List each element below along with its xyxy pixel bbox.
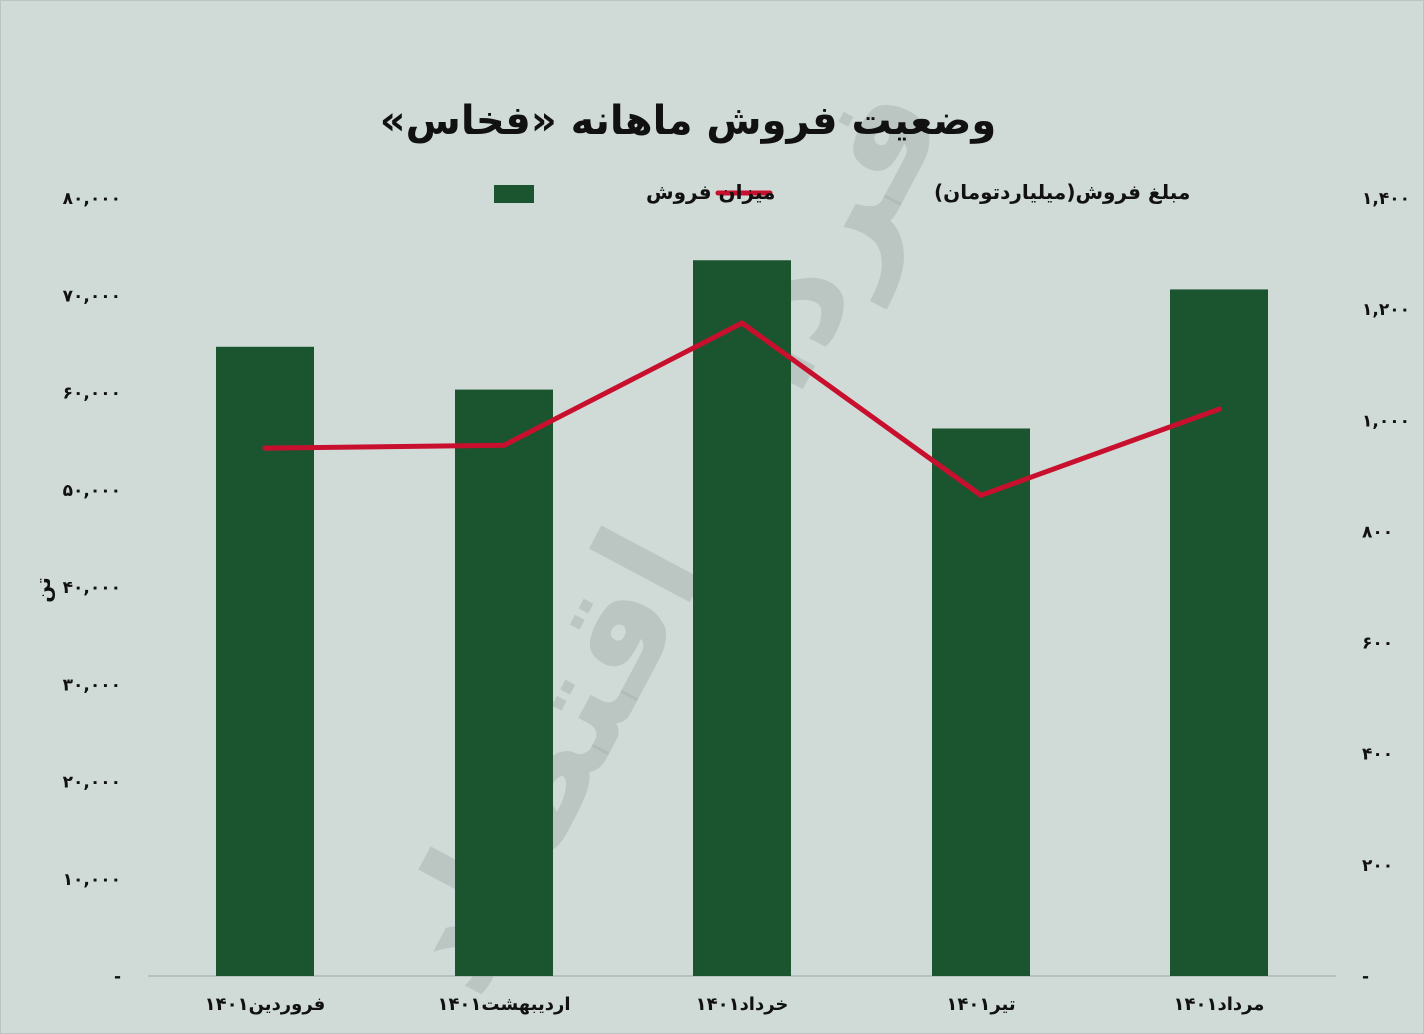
left-tick-label: ۱۰,۰۰۰ <box>63 870 121 890</box>
right-axis: - ۲۰۰ ۴۰۰ ۶۰۰ ۸۰۰ ۱,۰۰۰ ۱,۲۰۰ ۱,۴۰۰ <box>1362 189 1410 987</box>
line-point <box>739 320 745 326</box>
bar <box>932 428 1030 976</box>
left-tick-label: ۶۰,۰۰۰ <box>63 384 121 404</box>
legend: مبلغ فروش(میلیاردتومان) میزان فروش <box>494 180 1190 204</box>
left-tick-label: ۵۰,۰۰۰ <box>63 481 121 501</box>
left-tick-label: ۷۰,۰۰۰ <box>63 286 121 306</box>
bar <box>693 260 791 976</box>
left-tick-label: - <box>114 967 121 987</box>
right-tick-label: ۱,۰۰۰ <box>1362 411 1410 431</box>
bar <box>455 389 553 976</box>
legend-label-line: مبلغ فروش(میلیاردتومان) <box>934 180 1190 204</box>
right-tick-label: ۱,۲۰۰ <box>1362 300 1410 320</box>
right-tick-label: ۸۰۰ <box>1362 522 1393 542</box>
bar-series <box>216 260 1268 977</box>
line-point <box>262 445 268 451</box>
category-label: مرداد۱۴۰۱ <box>1174 994 1265 1015</box>
legend-label-bar: میزان فروش <box>646 180 775 204</box>
left-tick-label: ۳۰,۰۰۰ <box>63 675 121 695</box>
bar <box>1170 289 1268 976</box>
left-axis: - ۱۰,۰۰۰ ۲۰,۰۰۰ ۳۰,۰۰۰ ۴۰,۰۰۰ ۵۰,۰۰۰ ۶۰,۰۰۰ ۷۰,… <box>63 189 121 987</box>
left-axis-unit: تن <box>31 577 55 603</box>
category-label: اردیبهشت۱۴۰۱ <box>437 994 570 1015</box>
right-tick-label: ۶۰۰ <box>1362 634 1393 654</box>
left-tick-label: ۲۰,۰۰۰ <box>63 773 121 793</box>
legend-bar-swatch <box>494 185 534 203</box>
chart-title: وضعیت فروش ماهانه «فخاس» <box>380 98 996 144</box>
line-point <box>1216 406 1222 412</box>
left-tick-label: ۸۰,۰۰۰ <box>63 189 121 209</box>
left-tick-label: ۴۰,۰۰۰ <box>63 578 121 598</box>
right-tick-label: ۲۰۰ <box>1362 856 1393 876</box>
line-series <box>262 320 1222 498</box>
category-label: خرداد۱۴۰۱ <box>696 994 789 1015</box>
category-label: تیر۱۴۰۱ <box>946 994 1015 1015</box>
line-point <box>978 492 984 498</box>
right-tick-label: ۴۰۰ <box>1362 745 1393 765</box>
right-tick-label: - <box>1362 967 1369 987</box>
x-axis: فروردین۱۴۰۱ اردیبهشت۱۴۰۱ خرداد۱۴۰۱ تیر۱۴۰۱ م… <box>205 994 1265 1015</box>
line-point <box>501 442 507 448</box>
bar <box>216 346 314 977</box>
category-label: فروردین۱۴۰۱ <box>205 994 326 1015</box>
right-tick-label: ۱,۴۰۰ <box>1362 189 1410 209</box>
